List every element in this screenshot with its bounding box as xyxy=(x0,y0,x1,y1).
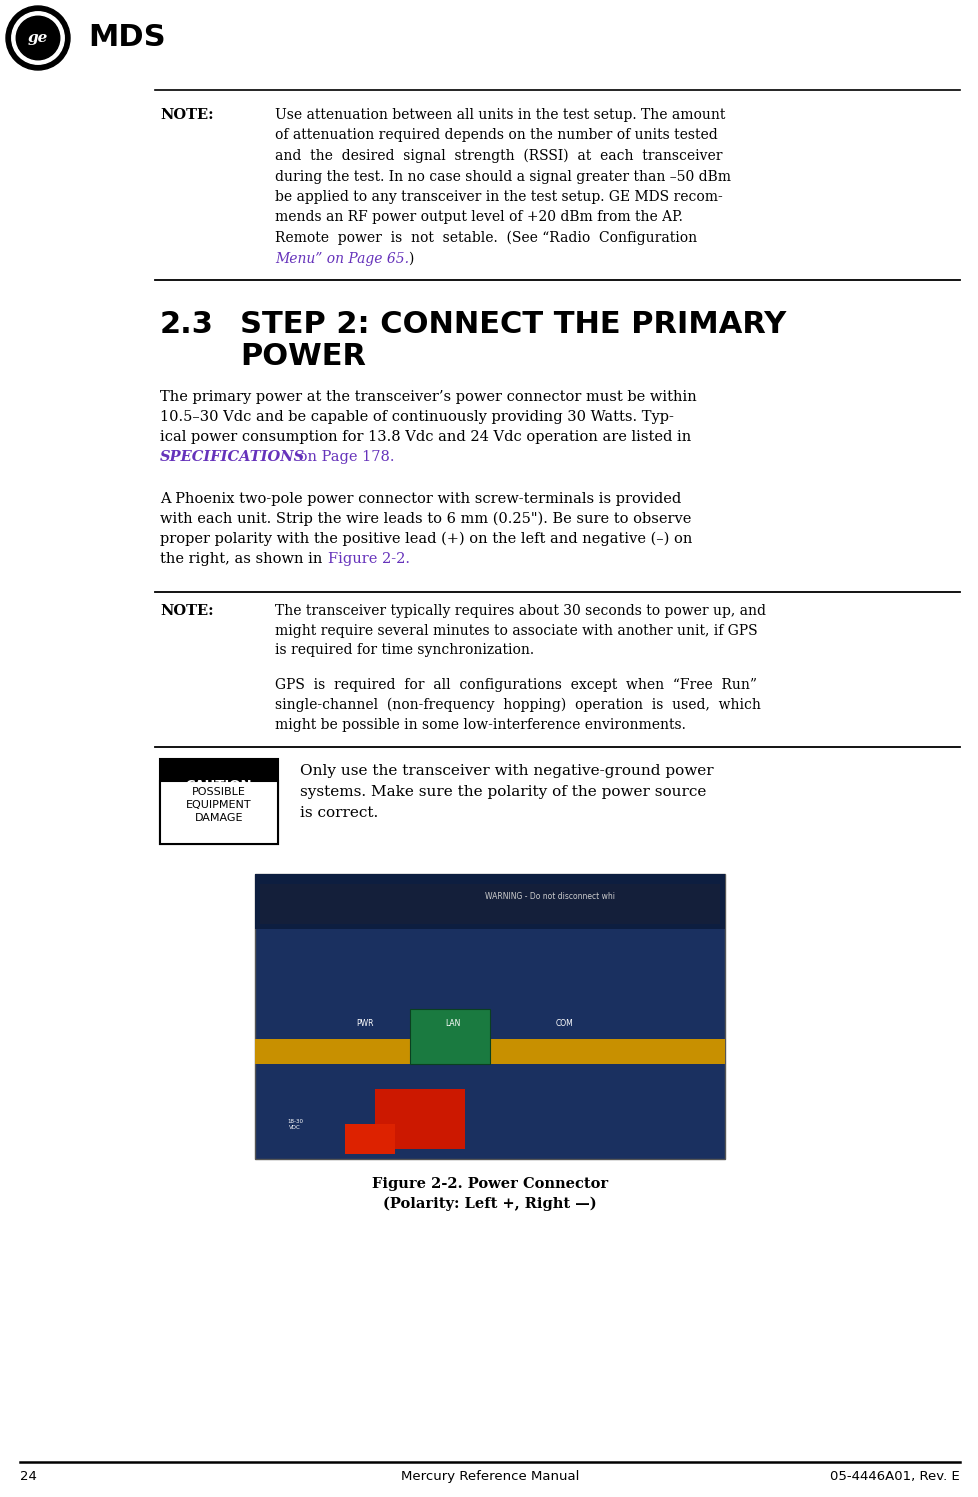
Text: The primary power at the transceiver’s power connector must be within: The primary power at the transceiver’s p… xyxy=(159,391,696,404)
Text: PWR: PWR xyxy=(356,1019,374,1028)
Bar xyxy=(260,885,719,924)
Text: Mercury Reference Manual: Mercury Reference Manual xyxy=(400,1470,579,1484)
Text: is required for time synchronization.: is required for time synchronization. xyxy=(275,644,534,657)
Text: Only use the transceiver with negative-ground power: Only use the transceiver with negative-g… xyxy=(299,763,713,778)
Text: (Polarity: Left +, Right —): (Polarity: Left +, Right —) xyxy=(382,1198,597,1211)
Text: A Phoenix two-pole power connector with screw-terminals is provided: A Phoenix two-pole power connector with … xyxy=(159,493,681,506)
Bar xyxy=(254,874,725,930)
Bar xyxy=(254,1039,725,1064)
Text: and  the  desired  signal  strength  (RSSI)  at  each  transceiver: and the desired signal strength (RSSI) a… xyxy=(275,150,722,163)
Bar xyxy=(410,1009,490,1064)
Bar xyxy=(344,1124,394,1154)
Bar xyxy=(254,874,725,1159)
Text: POWER: POWER xyxy=(240,341,366,371)
Text: WARNING - Do not disconnect whi: WARNING - Do not disconnect whi xyxy=(484,892,614,901)
Text: POSSIBLE
EQUIPMENT
DAMAGE: POSSIBLE EQUIPMENT DAMAGE xyxy=(186,787,251,822)
Text: CAUTION: CAUTION xyxy=(186,778,252,792)
Text: 2.3: 2.3 xyxy=(159,310,213,338)
Text: NOTE:: NOTE: xyxy=(159,108,213,121)
Text: might require several minutes to associate with another unit, if GPS: might require several minutes to associa… xyxy=(275,623,757,638)
Text: single-channel  (non-frequency  hopping)  operation  is  used,  which: single-channel (non-frequency hopping) o… xyxy=(275,698,760,713)
Text: is correct.: is correct. xyxy=(299,805,378,820)
Text: with each unit. Strip the wire leads to 6 mm (0.25"). Be sure to observe: with each unit. Strip the wire leads to … xyxy=(159,512,690,527)
Text: GPS  is  required  for  all  configurations  except  when  “Free  Run”: GPS is required for all configurations e… xyxy=(275,678,756,693)
Text: Figure 2-2. Power Connector: Figure 2-2. Power Connector xyxy=(372,1177,607,1192)
Text: 24: 24 xyxy=(20,1470,37,1484)
Text: might be possible in some low-interference environments.: might be possible in some low-interferen… xyxy=(275,717,686,732)
Text: the right, as shown in: the right, as shown in xyxy=(159,552,327,566)
Text: mends an RF power output level of +20 dBm from the AP.: mends an RF power output level of +20 dB… xyxy=(275,211,683,225)
Text: proper polarity with the positive lead (+) on the left and negative (–) on: proper polarity with the positive lead (… xyxy=(159,531,691,546)
Text: Use attenuation between all units in the test setup. The amount: Use attenuation between all units in the… xyxy=(275,108,725,121)
Text: 05-4446A01, Rev. E: 05-4446A01, Rev. E xyxy=(829,1470,959,1484)
Text: systems. Make sure the polarity of the power source: systems. Make sure the polarity of the p… xyxy=(299,784,706,799)
Text: 10.5–30 Vdc and be capable of continuously providing 30 Watts. Typ-: 10.5–30 Vdc and be capable of continuous… xyxy=(159,410,673,424)
Circle shape xyxy=(6,6,70,70)
Text: The transceiver typically requires about 30 seconds to power up, and: The transceiver typically requires about… xyxy=(275,603,765,618)
Text: on Page 178.: on Page 178. xyxy=(293,451,394,464)
Bar xyxy=(159,759,278,844)
Text: SPECIFICATIONS: SPECIFICATIONS xyxy=(159,451,305,464)
Text: 18-30
VDC: 18-30 VDC xyxy=(287,1118,302,1130)
Text: of attenuation required depends on the number of units tested: of attenuation required depends on the n… xyxy=(275,129,717,142)
Text: during the test. In no case should a signal greater than –50 dBm: during the test. In no case should a sig… xyxy=(275,169,731,184)
Text: Menu” on Page 65.: Menu” on Page 65. xyxy=(275,251,409,265)
Text: ge: ge xyxy=(27,31,48,45)
Text: be applied to any transceiver in the test setup. GE MDS recom-: be applied to any transceiver in the tes… xyxy=(275,190,722,204)
Text: STEP 2: CONNECT THE PRIMARY: STEP 2: CONNECT THE PRIMARY xyxy=(240,310,785,338)
Text: NOTE:: NOTE: xyxy=(159,603,213,618)
Bar xyxy=(375,1088,465,1150)
Bar xyxy=(159,781,278,844)
Circle shape xyxy=(17,16,60,60)
Text: ): ) xyxy=(408,251,413,265)
Text: Remote  power  is  not  setable.  (See “Radio  Configuration: Remote power is not setable. (See “Radio… xyxy=(275,231,696,246)
Text: MDS: MDS xyxy=(88,22,165,51)
Text: LAN: LAN xyxy=(445,1019,461,1028)
Text: Figure 2-2.: Figure 2-2. xyxy=(328,552,410,566)
Text: COM: COM xyxy=(556,1019,573,1028)
Text: ical power consumption for 13.8 Vdc and 24 Vdc operation are listed in: ical power consumption for 13.8 Vdc and … xyxy=(159,430,690,445)
Circle shape xyxy=(12,12,65,64)
